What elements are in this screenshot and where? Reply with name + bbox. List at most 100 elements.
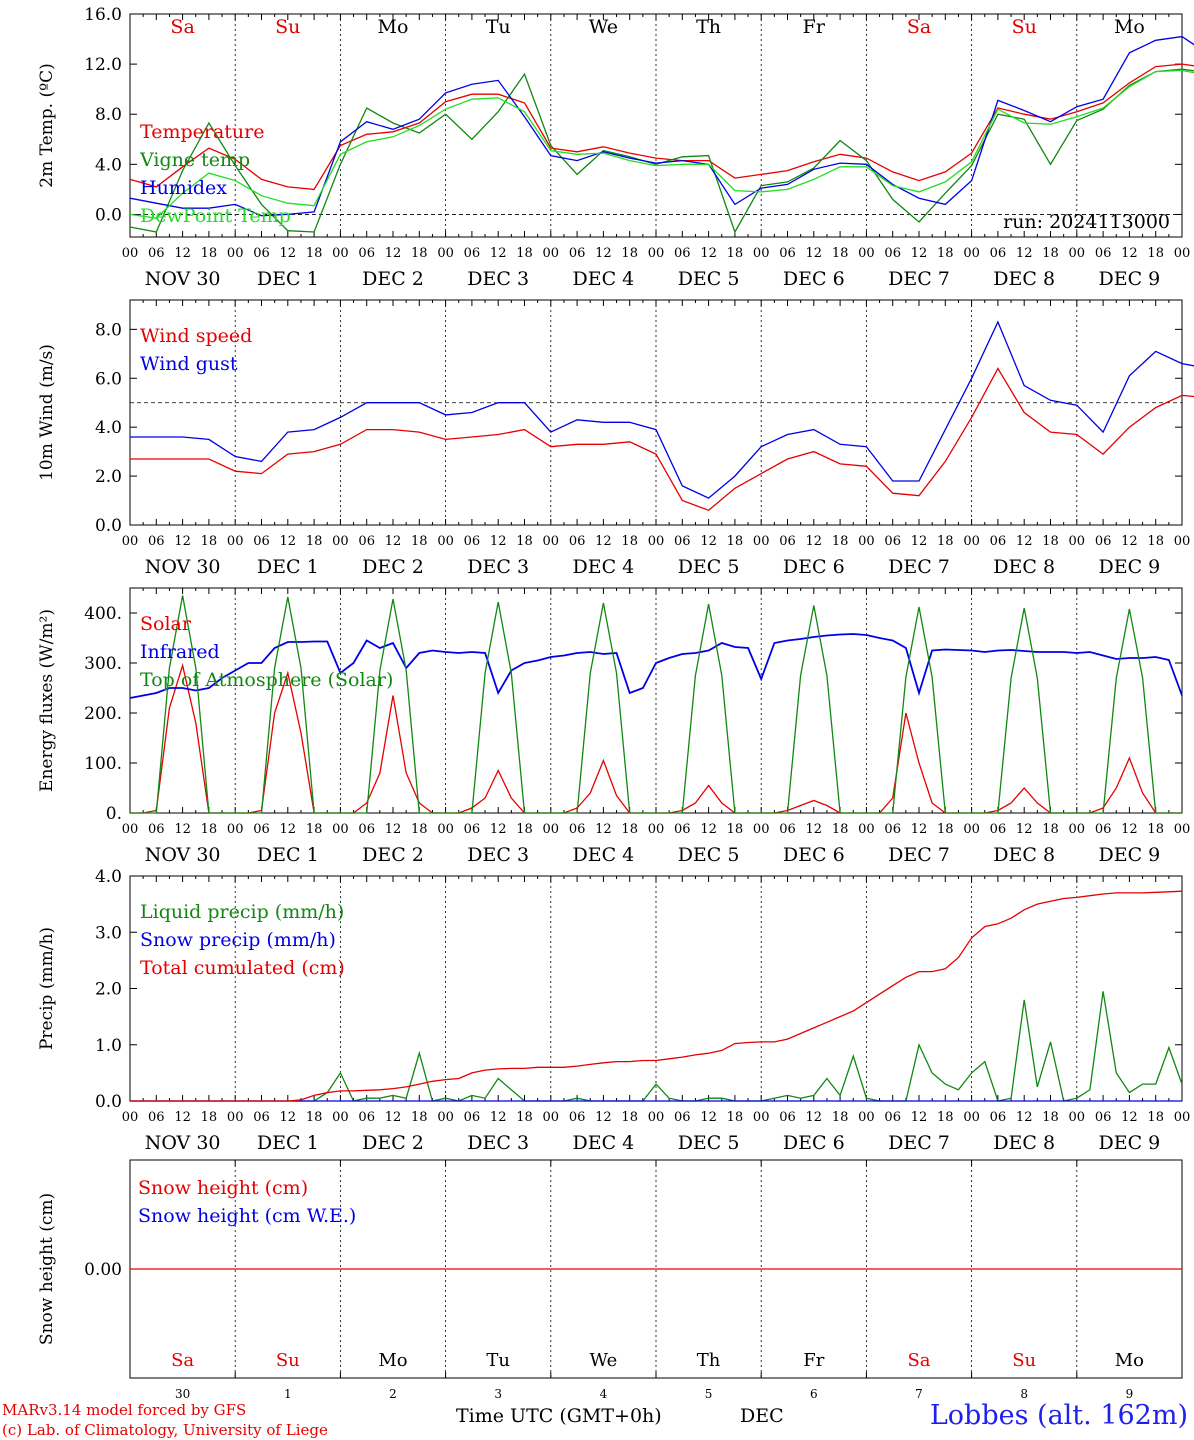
hour-label: 06 <box>779 1110 796 1125</box>
date-label: DEC 3 <box>467 1132 529 1154</box>
hour-label: 06 <box>464 246 481 261</box>
hour-label: 00 <box>963 1110 980 1125</box>
hour-label: 18 <box>201 534 218 549</box>
day-number-label: 4 <box>600 1387 608 1401</box>
date-label: DEC 9 <box>1099 268 1161 290</box>
weekday-label: Mo <box>378 1350 407 1371</box>
date-label: NOV 30 <box>145 844 221 866</box>
y-tick-label: 8.0 <box>95 105 122 125</box>
date-label: DEC 4 <box>573 1132 635 1154</box>
date-label: DEC 7 <box>888 556 950 578</box>
hour-label: 18 <box>937 822 954 837</box>
hour-label: 12 <box>595 534 612 549</box>
hour-label: 00 <box>648 822 665 837</box>
hour-label: 18 <box>727 534 744 549</box>
weekday-label: Fr <box>803 16 826 38</box>
weekday-label: Sa <box>907 1350 930 1371</box>
month-label: DEC <box>740 1405 784 1427</box>
y-tick-label: 8.0 <box>95 320 122 340</box>
weekday-label: Sa <box>907 16 931 38</box>
hour-label: 00 <box>122 534 139 549</box>
hour-label: 18 <box>1147 534 1164 549</box>
hour-label: 12 <box>700 534 717 549</box>
hour-label: 18 <box>411 1110 428 1125</box>
hour-label: 12 <box>385 534 402 549</box>
date-label: DEC 4 <box>573 844 635 866</box>
day-number-label: 9 <box>1126 1387 1134 1401</box>
y-tick-label: 1.0 <box>95 1036 122 1056</box>
hour-label: 12 <box>595 246 612 261</box>
hour-label: 06 <box>779 246 796 261</box>
date-label: DEC 1 <box>257 844 319 866</box>
hour-label: 18 <box>937 534 954 549</box>
hour-label: 00 <box>963 822 980 837</box>
date-label: NOV 30 <box>145 556 221 578</box>
hour-label: 18 <box>727 822 744 837</box>
date-label: DEC 2 <box>362 556 424 578</box>
hour-label: 18 <box>621 1110 638 1125</box>
precip-panel: 0.0 1.0 2.0 3.0 4.0 Precip (mm/h) Liquid preci… <box>37 867 1190 1154</box>
y-tick-label: 6.0 <box>95 369 122 389</box>
temp-series-0-line <box>129 63 1194 191</box>
hour-label: 06 <box>884 246 901 261</box>
hour-label: 12 <box>280 1110 297 1125</box>
hour-label: 12 <box>1016 246 1033 261</box>
hour-label: 00 <box>437 822 454 837</box>
snow-axis-title: Snow height (cm) <box>37 1193 57 1345</box>
hour-label: 18 <box>621 246 638 261</box>
date-label: DEC 6 <box>783 844 845 866</box>
hour-label: 06 <box>148 1110 165 1125</box>
hour-label: 18 <box>1042 822 1059 837</box>
hour-label: 00 <box>543 1110 560 1125</box>
hour-label: 18 <box>727 246 744 261</box>
hour-label: 18 <box>306 822 323 837</box>
energy-series-1-line <box>129 633 1183 699</box>
date-label: DEC 5 <box>678 1132 740 1154</box>
hour-label: 00 <box>1069 1110 1086 1125</box>
hour-label: 00 <box>437 534 454 549</box>
weekday-label: Th <box>696 16 721 38</box>
hour-label: 18 <box>516 1110 533 1125</box>
hour-label: 00 <box>753 246 770 261</box>
y-tick-label: 4.0 <box>95 155 122 175</box>
energy-legend-0: Solar <box>140 613 192 635</box>
date-label: DEC 8 <box>993 1132 1055 1154</box>
temp-series-3-line <box>129 69 1194 219</box>
date-label: DEC 5 <box>678 844 740 866</box>
weekday-label: Sa <box>171 1350 194 1371</box>
hour-label: 06 <box>779 534 796 549</box>
model-credit: MARv3.14 model forced by GFS (c) Lab. of… <box>2 1400 328 1440</box>
weekday-label: Mo <box>378 16 409 38</box>
weekday-label: Mo <box>1115 1350 1144 1371</box>
day-number-label: 6 <box>810 1387 818 1401</box>
hour-label: 06 <box>253 246 270 261</box>
hour-label: 18 <box>727 1110 744 1125</box>
hour-label: 18 <box>1147 246 1164 261</box>
y-tick-label: 300. <box>84 654 122 674</box>
hour-label: 18 <box>1147 1110 1164 1125</box>
y-tick-label: 16.0 <box>84 5 122 25</box>
hour-label: 18 <box>306 1110 323 1125</box>
hour-label: 00 <box>332 822 349 837</box>
hour-label: 00 <box>543 246 560 261</box>
hour-label: 00 <box>963 534 980 549</box>
date-label: DEC 3 <box>467 268 529 290</box>
hour-label: 18 <box>832 822 849 837</box>
y-tick-label: 4.0 <box>95 867 122 887</box>
hour-label: 06 <box>148 822 165 837</box>
weekday-label: We <box>589 16 618 38</box>
hour-label: 12 <box>1121 1110 1138 1125</box>
model-credit-line1: MARv3.14 model forced by GFS <box>2 1401 247 1419</box>
model-credit-line2: (c) Lab. of Climatology, University of L… <box>2 1421 328 1439</box>
hour-label: 18 <box>1042 534 1059 549</box>
hour-label: 00 <box>648 246 665 261</box>
temp-series-2-line <box>129 35 1194 217</box>
hour-label: 18 <box>937 1110 954 1125</box>
precip-series-2-line <box>130 890 1183 1102</box>
precip-legend-0: Liquid precip (mm/h) <box>140 901 344 923</box>
hour-label: 06 <box>990 534 1007 549</box>
hour-label: 12 <box>595 822 612 837</box>
day-number-label: 8 <box>1020 1387 1028 1401</box>
hour-label: 12 <box>174 1110 191 1125</box>
